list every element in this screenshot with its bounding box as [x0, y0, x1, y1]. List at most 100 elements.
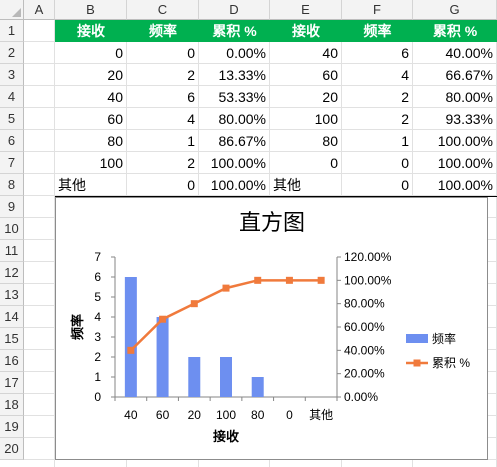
chart-title: 直方图: [239, 211, 305, 236]
row-header-16[interactable]: 16: [0, 350, 24, 372]
histogram-chart[interactable]: 直方图 频率 0 1 2 3 4 5 6 7 0.00% 20.00% 40.00% 60.00% 80.0…: [55, 197, 488, 460]
table-cell[interactable]: 6: [187, 89, 195, 105]
table-cell[interactable]: 1: [187, 133, 195, 149]
table-cell[interactable]: 其他: [58, 177, 86, 193]
row-header-15[interactable]: 15: [0, 328, 24, 350]
table-cell[interactable]: 0: [115, 45, 123, 61]
gridline-h: [24, 85, 497, 86]
table-cell[interactable]: 80: [107, 133, 123, 149]
table-cell[interactable]: 80: [322, 133, 338, 149]
table-cell[interactable]: 100.00%: [437, 133, 493, 149]
bar-40: [124, 277, 137, 397]
table-cell[interactable]: 40: [107, 89, 123, 105]
table-cell[interactable]: 6: [401, 45, 409, 61]
x-tick-label: 100: [216, 408, 236, 422]
table-cell[interactable]: 40.00%: [445, 45, 493, 61]
table-cell[interactable]: 100: [314, 111, 338, 127]
table-cell[interactable]: 60: [322, 67, 338, 83]
y-tick-left: 2: [94, 350, 101, 364]
x-axis-label: 接收: [213, 429, 240, 444]
row-8-bottom-border: [55, 196, 497, 197]
row-header-17[interactable]: 17: [0, 372, 24, 394]
select-all-icon: [12, 8, 21, 17]
cumulative-point-其他: [317, 276, 325, 284]
table-cell[interactable]: 20: [322, 89, 338, 105]
row-header-8[interactable]: 8: [0, 174, 24, 196]
gridline-h: [24, 173, 497, 174]
column-header-b[interactable]: B: [55, 0, 127, 20]
table-cell[interactable]: 0: [401, 155, 409, 171]
column-header-e[interactable]: E: [270, 0, 342, 20]
table-cell[interactable]: 53.33%: [218, 89, 266, 105]
column-header-g[interactable]: G: [413, 0, 497, 20]
x-tick-label: 80: [251, 408, 265, 422]
table-cell[interactable]: 100.00%: [437, 177, 493, 193]
row-header-11[interactable]: 11: [0, 240, 24, 262]
table-cell[interactable]: 0.00%: [226, 45, 266, 61]
table-cell[interactable]: 60: [107, 111, 123, 127]
table-cell[interactable]: 0: [401, 177, 409, 193]
row-header-12[interactable]: 12: [0, 262, 24, 284]
legend-marker-line: [413, 359, 421, 367]
table-cell[interactable]: 100.00%: [210, 155, 266, 171]
table-cell[interactable]: 其他: [273, 177, 301, 193]
row-header-4[interactable]: 4: [0, 86, 24, 108]
table-cell[interactable]: 80.00%: [445, 89, 493, 105]
row-header-9[interactable]: 9: [0, 196, 24, 218]
gridline-h: [24, 107, 497, 108]
column-header-c[interactable]: C: [127, 0, 199, 20]
table-cell[interactable]: 100.00%: [437, 155, 493, 171]
row-header-7[interactable]: 7: [0, 152, 24, 174]
y-tick-left: 5: [94, 290, 101, 304]
row-header-19[interactable]: 19: [0, 416, 24, 438]
row-header-6[interactable]: 6: [0, 130, 24, 152]
row-header-20[interactable]: 20: [0, 438, 24, 460]
legend-swatch-bar: [406, 334, 428, 343]
select-all-corner[interactable]: [0, 0, 24, 20]
table-cell[interactable]: 2: [187, 155, 195, 171]
row-header-2[interactable]: 2: [0, 42, 24, 64]
cumulative-point-100: [222, 284, 230, 292]
column-header-d[interactable]: D: [199, 0, 270, 20]
y-tick-left: 0: [94, 390, 101, 404]
table-cell[interactable]: 0: [187, 177, 195, 193]
table-cell[interactable]: 0: [330, 155, 338, 171]
row-header-10[interactable]: 10: [0, 218, 24, 240]
cumulative-point-80: [254, 276, 262, 284]
y-tick-right: 20.00%: [344, 367, 385, 381]
cumulative-point-20: [190, 300, 198, 308]
column-header-a[interactable]: A: [24, 0, 55, 20]
y-tick-right: 60.00%: [344, 320, 385, 334]
table-cell[interactable]: 86.67%: [218, 133, 266, 149]
row-header-3[interactable]: 3: [0, 64, 24, 86]
table-cell[interactable]: 20: [107, 67, 123, 83]
table-cell[interactable]: 4: [187, 111, 195, 127]
column-header-f[interactable]: F: [342, 0, 413, 20]
table-cell[interactable]: 93.33%: [445, 111, 493, 127]
table-cell[interactable]: 2: [401, 111, 409, 127]
row-header-5[interactable]: 5: [0, 108, 24, 130]
table-cell[interactable]: 100: [99, 155, 123, 171]
row-header-18[interactable]: 18: [0, 394, 24, 416]
y-tick-left: 6: [94, 270, 101, 284]
table-cell[interactable]: 66.67%: [445, 67, 493, 83]
table-cell[interactable]: 2: [401, 89, 409, 105]
table-cell[interactable]: 40: [322, 45, 338, 61]
row-header-13[interactable]: 13: [0, 284, 24, 306]
gridline-h: [24, 151, 497, 152]
row-header-1[interactable]: 1: [0, 20, 24, 42]
table-cell[interactable]: 1: [401, 133, 409, 149]
x-tick-label: 0: [286, 408, 293, 422]
header-cell: 频率: [342, 20, 413, 42]
table-cell[interactable]: 0: [187, 45, 195, 61]
table-cell[interactable]: 4: [401, 67, 409, 83]
table-cell[interactable]: 100.00%: [210, 177, 266, 193]
table-cell[interactable]: 80.00%: [218, 111, 266, 127]
row-header-14[interactable]: 14: [0, 306, 24, 328]
cumulative-point-40: [127, 346, 135, 354]
cumulative-point-0: [285, 276, 293, 284]
legend-label-line: 累积 %: [432, 356, 470, 370]
table-cell[interactable]: 13.33%: [218, 67, 266, 83]
table-cell[interactable]: 2: [187, 67, 195, 83]
